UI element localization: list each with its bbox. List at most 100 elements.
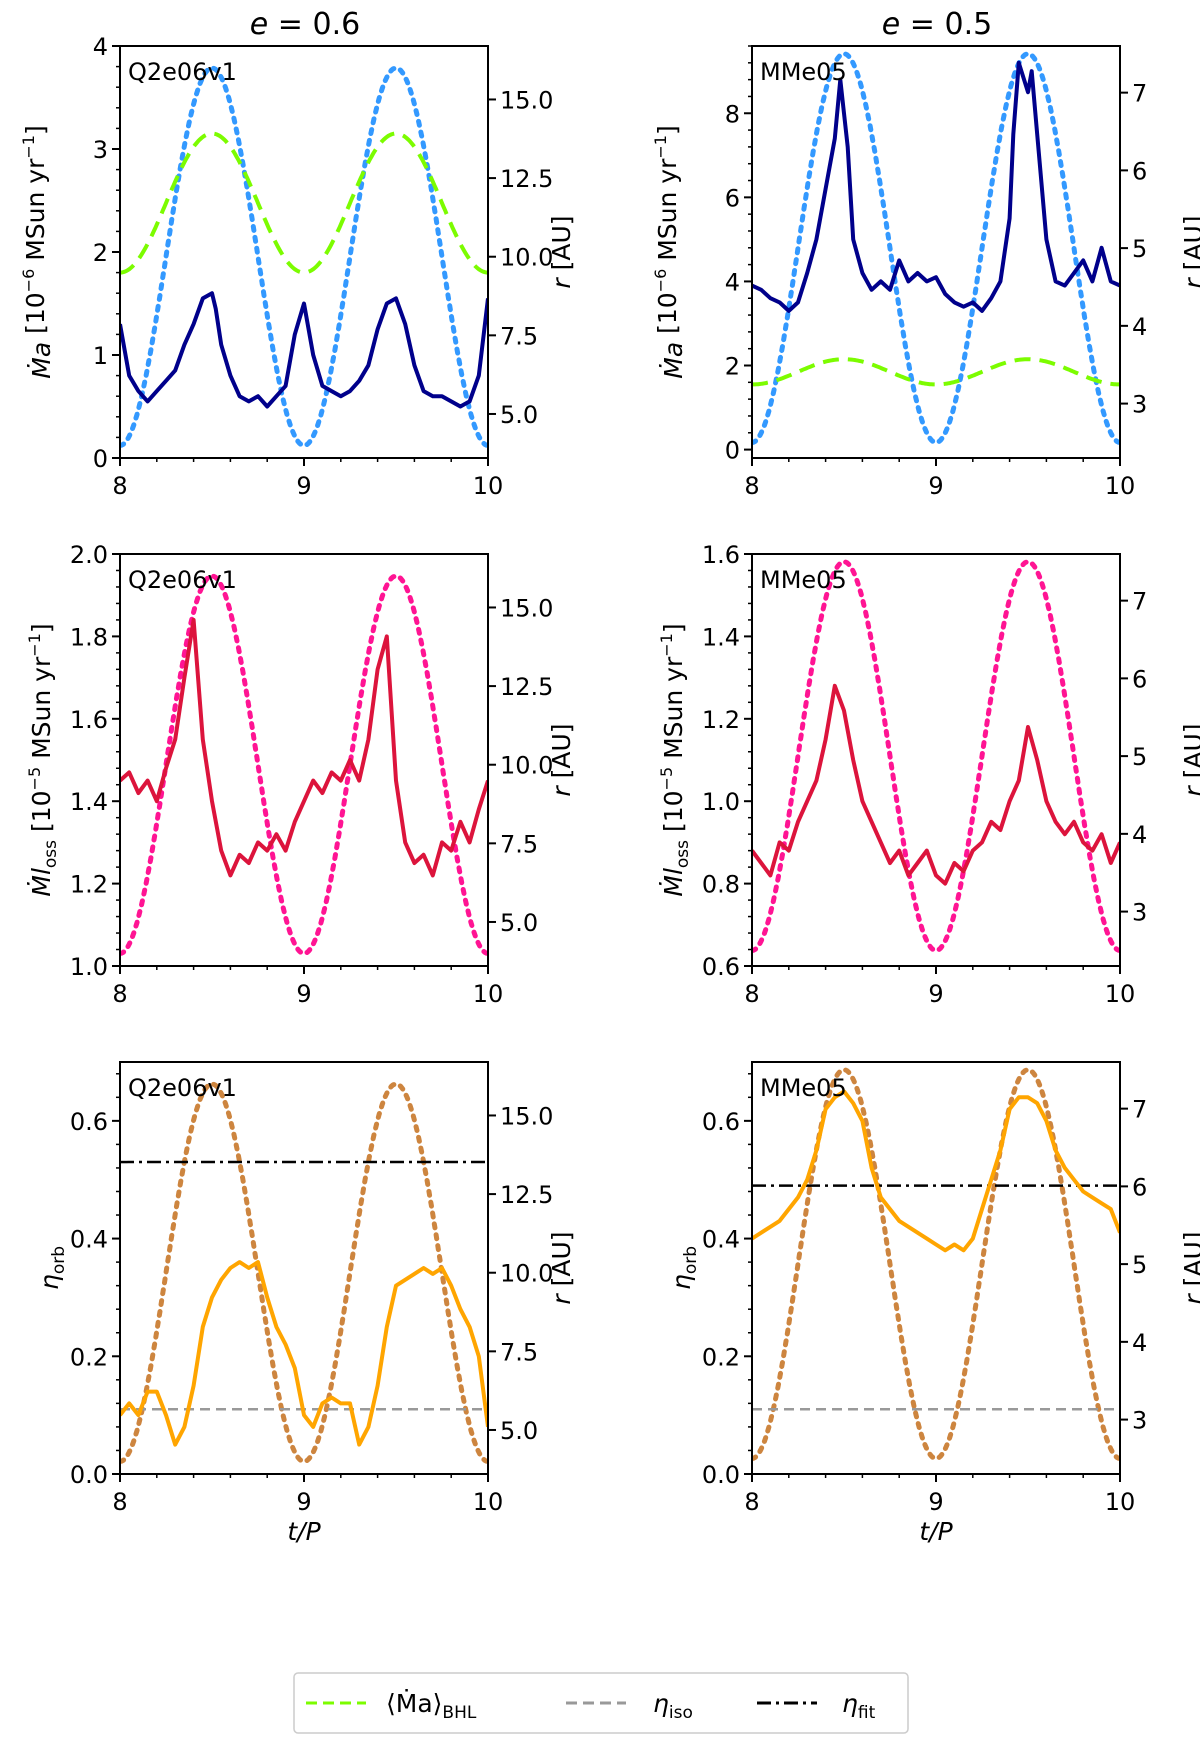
y-tick-label: 1.6 [702,541,740,569]
x-tick-label: 9 [296,472,311,500]
series-line [120,617,488,878]
x-axis-label: t/P [287,1517,321,1546]
y2-tick-label: 6 [1132,1173,1147,1201]
y-tick-label: 0.4 [702,1226,740,1254]
x-tick-label: 10 [473,1488,504,1516]
orbit-separation-line [120,573,488,956]
x-tick-label: 9 [296,980,311,1008]
column-title-1: e = 0.5 [882,7,992,42]
panel-annotation: MMe05 [760,58,847,86]
legend-label-bhl: ⟨Ṁa⟩BHL [386,1689,477,1723]
panel-0-0: 8 9 10 0 1 2 3 4 5.0 7.5 10.0 12.5 15.0 Q2e06v1 Ṁa [10… [19,33,576,500]
y-tick-label: 6 [725,184,740,212]
x-tick-label: 8 [112,980,127,1008]
y-axis-label: Ṁloss [10−5 MSun yr−1] [657,623,693,896]
y2-tick-label: 5 [1132,1251,1147,1279]
y2-tick-label: 5 [1132,235,1147,263]
panel-annotation: MMe05 [760,566,847,594]
y-tick-label: 4 [725,268,740,296]
y2-tick-label: 6 [1132,157,1147,185]
y2-tick-label: 7 [1132,1096,1147,1124]
legend-label-eta-iso: ηiso [653,1689,693,1723]
y-tick-label: 1.0 [702,788,740,816]
y2-axis-label: r [AU] [547,1231,576,1304]
y2-tick-label: 3 [1132,899,1147,927]
y-tick-label: 0.6 [70,1108,108,1136]
y-tick-label: 0.6 [702,953,740,981]
y-tick-label: 1.2 [702,706,740,734]
plot-area [752,51,1120,446]
y-tick-label: 3 [93,136,108,164]
plot-area [120,65,488,448]
y2-axis-label: r [AU] [1179,215,1200,288]
x-tick-label: 10 [1105,1488,1136,1516]
y-tick-label: 0.6 [702,1108,740,1136]
svg-text:e = 0.5: e = 0.5 [882,7,992,42]
y-tick-label: 0.0 [702,1461,740,1489]
y-tick-label: 1.4 [70,788,108,816]
panel-annotation: MMe05 [760,1074,847,1102]
orbit-separation-line [120,65,488,448]
y-tick-label: 0 [725,437,740,465]
series-line [752,1089,1120,1253]
y2-axis-label: r [AU] [547,215,576,288]
y2-tick-label: 10.0 [500,244,553,272]
y2-tick-label: 15.0 [500,86,553,114]
y2-axis-label: r [AU] [1179,723,1200,796]
y2-tick-label: 7 [1132,588,1147,616]
y2-tick-label: 5.0 [500,1417,538,1445]
plot-area [752,1067,1120,1462]
y2-tick-label: 15.0 [500,594,553,622]
x-tick-label: 8 [744,1488,759,1516]
y2-tick-label: 10.0 [500,1260,553,1288]
y2-tick-label: 7.5 [500,830,538,858]
y-tick-label: 0.8 [702,871,740,899]
y-tick-label: 0.4 [70,1226,108,1254]
x-tick-label: 8 [112,472,127,500]
y-axis-label: ηorb [35,1246,69,1290]
x-tick-label: 10 [1105,472,1136,500]
bhl-rate-line [752,357,1120,387]
y-tick-label: 0.2 [702,1343,740,1371]
axes-frame [751,45,1121,459]
y2-tick-label: 6 [1132,665,1147,693]
panel-2-0: 8 9 10 0.0 0.2 0.4 0.6 5.0 7.5 10.0 12.5 15.0 Q2e06v… [35,1061,576,1546]
y-axis-label: Ṁa [10−6 MSun yr−1] [19,125,56,378]
y2-tick-label: 7.5 [500,322,538,350]
y2-tick-label: 5.0 [500,909,538,937]
x-tick-label: 8 [744,472,759,500]
panel-0-1: 8 9 10 0 2 4 6 8 3 4 5 6 7 MMe05 Ṁa [10−6 MSun yr−1] r … [651,45,1200,500]
series-line [752,683,1120,886]
column-title-0: e = 0.6 [250,7,360,42]
x-tick-label: 9 [928,1488,943,1516]
y-tick-label: 4 [93,33,108,61]
y2-tick-label: 15.0 [500,1102,553,1130]
y-tick-label: 1.8 [70,623,108,651]
y2-tick-label: 3 [1132,391,1147,419]
panel-annotation: Q2e06v1 [128,58,237,86]
axes-frame [119,553,489,967]
y-tick-label: 1.4 [702,623,740,651]
orbit-separation-line [752,559,1120,954]
x-tick-label: 10 [473,472,504,500]
y2-tick-label: 3 [1132,1407,1147,1435]
x-tick-label: 9 [928,980,943,1008]
y-tick-label: 0.2 [70,1343,108,1371]
svg-text:e = 0.6: e = 0.6 [250,7,360,42]
orbit-separation-line [752,1067,1120,1462]
series-line [752,60,1120,313]
y2-tick-label: 7.5 [500,1338,538,1366]
x-tick-label: 8 [744,980,759,1008]
panel-annotation: Q2e06v1 [128,566,237,594]
y2-tick-label: 7 [1132,80,1147,108]
panel-1-1: 8 9 10 0.6 0.8 1.0 1.2 1.4 1.6 3 4 5 6 7 MMe05 Ṁloss [1… [657,541,1200,1008]
y-tick-label: 1.6 [70,706,108,734]
legend-label-eta-fit: ηfit [842,1689,876,1723]
y-tick-label: 1.0 [70,953,108,981]
y2-axis-label: r [AU] [1179,1231,1200,1304]
panel-annotation: Q2e06v1 [128,1074,237,1102]
y2-tick-label: 12.5 [500,673,553,701]
y-tick-label: 1.2 [70,871,108,899]
plot-area [752,559,1120,954]
